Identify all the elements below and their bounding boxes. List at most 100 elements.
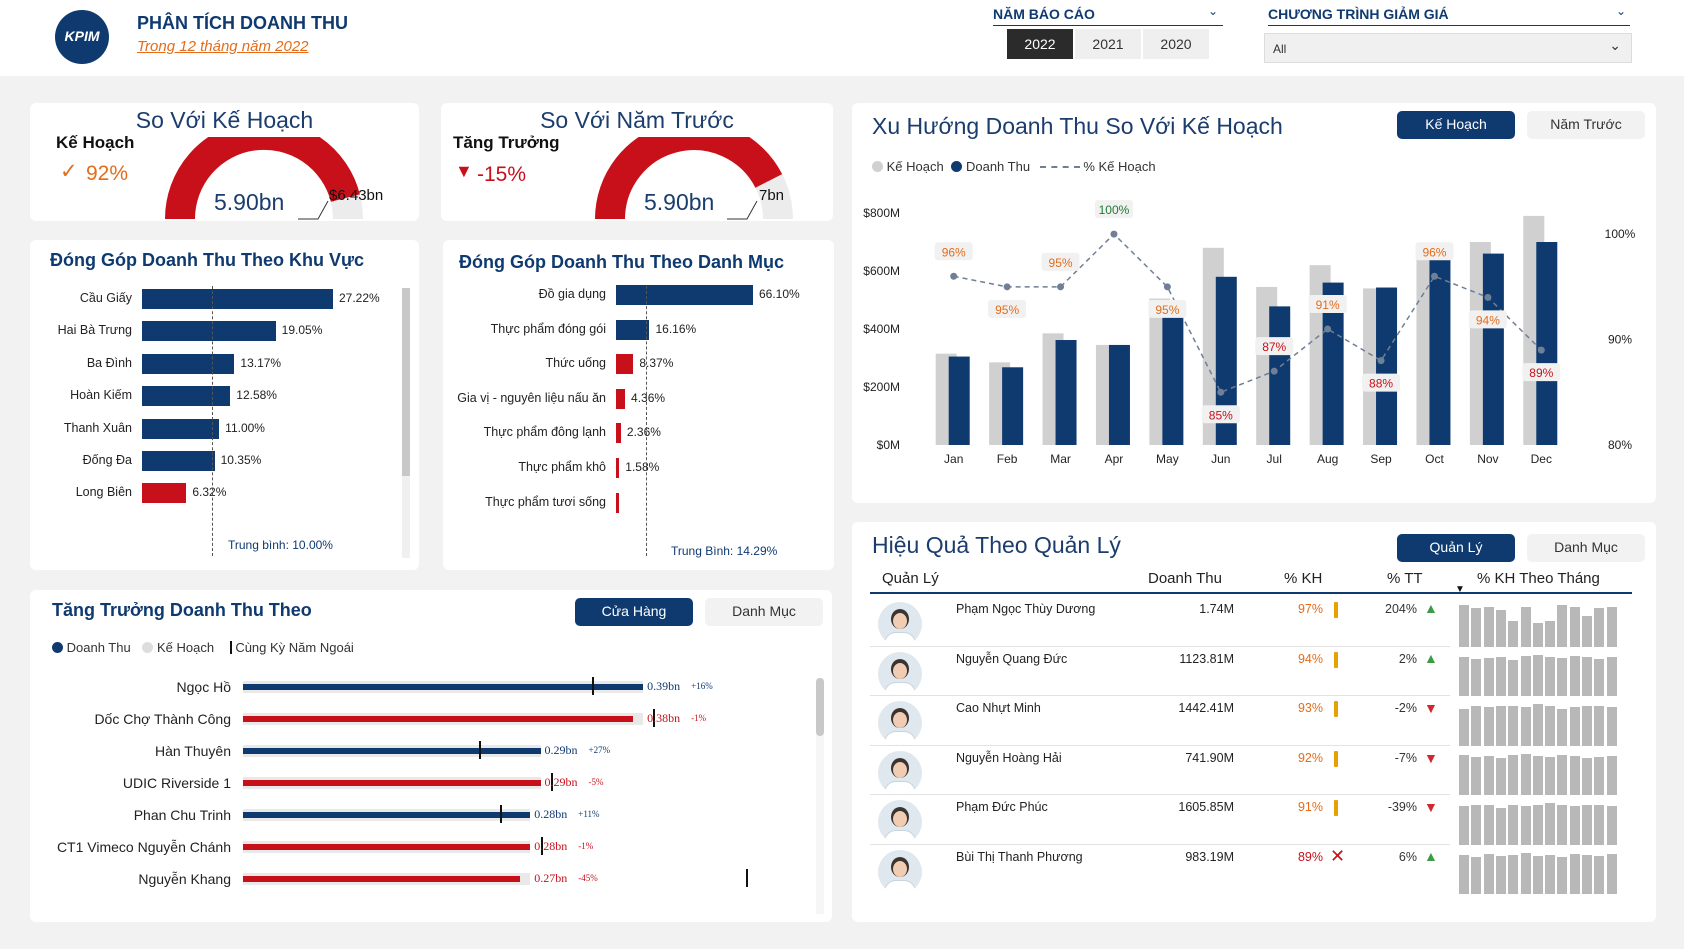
- month-bar[interactable]: [1545, 756, 1556, 796]
- revenue-bar[interactable]: [243, 876, 521, 882]
- month-bar[interactable]: [1557, 805, 1568, 845]
- revenue-bar[interactable]: [1269, 306, 1291, 445]
- bar[interactable]: [616, 285, 753, 305]
- revenue-bar[interactable]: [1376, 287, 1398, 445]
- col-tt[interactable]: % TT: [1387, 570, 1423, 587]
- month-bar[interactable]: [1471, 805, 1482, 845]
- month-bar[interactable]: [1569, 806, 1580, 845]
- month-bar[interactable]: [1606, 656, 1617, 697]
- month-bar[interactable]: [1582, 656, 1592, 697]
- month-bar[interactable]: [1508, 660, 1519, 697]
- month-bar[interactable]: [1545, 656, 1556, 697]
- month-bar[interactable]: [1508, 706, 1519, 746]
- month-bar[interactable]: [1520, 656, 1531, 697]
- bar[interactable]: [142, 353, 235, 374]
- tab-category[interactable]: Danh Mục: [1527, 534, 1645, 562]
- month-bar[interactable]: [1471, 706, 1482, 746]
- month-bar[interactable]: [1557, 857, 1568, 895]
- month-bar[interactable]: [1532, 855, 1543, 895]
- bar[interactable]: [616, 388, 626, 409]
- month-bar[interactable]: [1471, 756, 1482, 796]
- table-row[interactable]: Phạm Ngọc Thùy Dương 1.74M 97% 204% ▲: [852, 600, 1656, 647]
- month-bar[interactable]: [1582, 758, 1592, 796]
- percent-point[interactable]: [1484, 293, 1492, 301]
- col-manager[interactable]: Quản Lý: [882, 570, 939, 587]
- month-bar[interactable]: [1569, 656, 1580, 697]
- revenue-bar[interactable]: [243, 716, 633, 722]
- percent-point[interactable]: [1430, 272, 1438, 280]
- month-bar[interactable]: [1520, 707, 1531, 746]
- month-bar[interactable]: [1594, 756, 1605, 796]
- table-row[interactable]: Bùi Thị Thanh Phương 983.19M 89% ✕ 6% ▲: [852, 846, 1656, 895]
- percent-point[interactable]: [1003, 283, 1011, 291]
- month-bar[interactable]: [1483, 606, 1494, 647]
- month-bar[interactable]: [1520, 753, 1531, 796]
- month-bar[interactable]: [1459, 755, 1469, 796]
- sort-desc-icon[interactable]: ▼: [1455, 584, 1465, 595]
- revenue-bar[interactable]: [1429, 257, 1451, 445]
- bar[interactable]: [616, 319, 650, 340]
- month-bar[interactable]: [1569, 755, 1580, 796]
- revenue-bar[interactable]: [1055, 340, 1077, 445]
- revenue-bar[interactable]: [1215, 276, 1237, 445]
- month-bar[interactable]: [1520, 852, 1531, 895]
- month-bar[interactable]: [1508, 620, 1519, 647]
- month-bar[interactable]: [1459, 854, 1469, 895]
- revenue-bar[interactable]: [243, 748, 541, 754]
- month-bar[interactable]: [1545, 803, 1556, 845]
- month-bar[interactable]: [1459, 708, 1469, 746]
- table-row[interactable]: Cao Nhựt Minh 1442.41M 93% -2% ▼: [852, 699, 1656, 746]
- tab-plan[interactable]: Kế Hoạch: [1397, 111, 1515, 139]
- chevron-down-icon[interactable]: ⌄: [1616, 4, 1627, 18]
- month-bar[interactable]: [1532, 804, 1543, 845]
- month-bar[interactable]: [1594, 659, 1605, 697]
- month-bar[interactable]: [1495, 705, 1506, 746]
- month-bar[interactable]: [1582, 706, 1592, 746]
- revenue-bar[interactable]: [243, 812, 531, 818]
- revenue-bar[interactable]: [1108, 344, 1130, 445]
- revenue-bar[interactable]: [1002, 367, 1024, 445]
- revenue-bar[interactable]: [948, 356, 970, 445]
- month-bar[interactable]: [1569, 854, 1580, 895]
- month-bar[interactable]: [1483, 854, 1494, 895]
- month-bar[interactable]: [1483, 707, 1494, 746]
- scrollbar-thumb[interactable]: [816, 678, 824, 736]
- month-bar[interactable]: [1545, 706, 1556, 746]
- region-scrollbar[interactable]: [402, 288, 410, 558]
- percent-point[interactable]: [1163, 283, 1171, 291]
- month-bar[interactable]: [1532, 622, 1543, 647]
- month-bar[interactable]: [1545, 854, 1556, 895]
- month-bar[interactable]: [1606, 707, 1617, 746]
- percent-point[interactable]: [1324, 325, 1332, 333]
- col-kh-month[interactable]: % KH Theo Tháng: [1477, 570, 1600, 587]
- month-bar[interactable]: [1459, 605, 1469, 647]
- bar[interactable]: [142, 451, 215, 471]
- month-bar[interactable]: [1495, 855, 1506, 895]
- growth-scrollbar[interactable]: [816, 678, 824, 914]
- month-bar[interactable]: [1557, 755, 1568, 796]
- percent-point[interactable]: [1057, 283, 1065, 291]
- month-bar[interactable]: [1594, 608, 1605, 647]
- month-bar[interactable]: [1471, 659, 1482, 697]
- percent-point[interactable]: [950, 272, 958, 280]
- bar[interactable]: [142, 289, 333, 309]
- month-bar[interactable]: [1569, 707, 1580, 746]
- month-bar[interactable]: [1532, 654, 1543, 697]
- month-bar[interactable]: [1495, 656, 1506, 697]
- tab-last-year[interactable]: Năm Trước: [1527, 111, 1645, 139]
- bar[interactable]: [616, 458, 620, 478]
- month-bar[interactable]: [1606, 854, 1617, 895]
- month-bar[interactable]: [1471, 857, 1482, 895]
- month-bar[interactable]: [1459, 656, 1469, 697]
- month-bar[interactable]: [1594, 805, 1605, 845]
- month-bar[interactable]: [1483, 657, 1494, 697]
- month-bar[interactable]: [1483, 755, 1494, 796]
- tab-manager[interactable]: Quản Lý: [1397, 534, 1515, 562]
- month-bar[interactable]: [1495, 807, 1506, 845]
- promo-select[interactable]: All ⌄: [1264, 33, 1632, 63]
- percent-point[interactable]: [1377, 357, 1385, 365]
- col-revenue[interactable]: Doanh Thu: [1148, 570, 1222, 587]
- month-bar[interactable]: [1606, 755, 1617, 796]
- revenue-bar[interactable]: [1322, 282, 1344, 445]
- revenue-bar[interactable]: [1162, 305, 1184, 445]
